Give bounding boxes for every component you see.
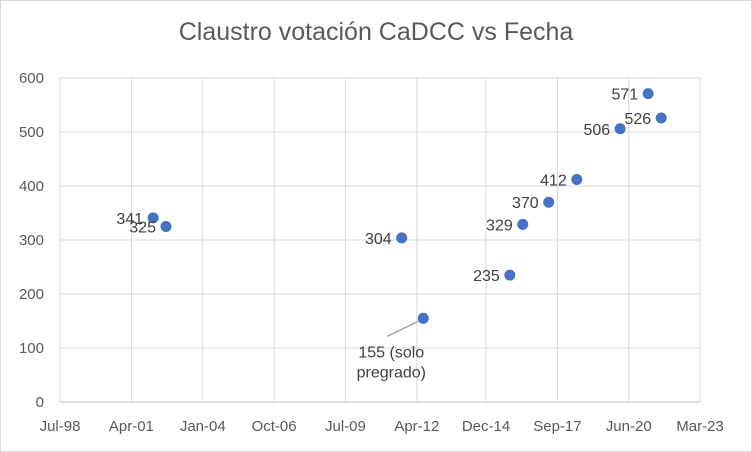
data-label: 526 (625, 111, 652, 128)
data-label-line: 155 (solo (358, 344, 424, 361)
x-tick-label: Jul-09 (325, 418, 366, 435)
y-tick-label: 500 (19, 124, 44, 141)
x-tick-label: Jun-20 (606, 418, 652, 435)
x-tick-label: Apr-01 (109, 418, 154, 435)
data-point[interactable] (614, 123, 626, 135)
data-label: 304 (365, 231, 392, 248)
y-tick-label: 0 (36, 394, 44, 411)
data-label: 325 (129, 220, 156, 237)
data-label: 235 (473, 268, 500, 285)
data-label: 341 (116, 211, 143, 228)
data-point[interactable] (571, 174, 583, 186)
data-label: 412 (540, 173, 567, 190)
data-label-line: pregrado) (357, 364, 426, 381)
data-point[interactable] (504, 269, 516, 281)
y-tick-label: 600 (19, 70, 44, 87)
x-tick-label: Dec-14 (462, 418, 510, 435)
data-point[interactable] (543, 196, 555, 208)
x-tick-label: Jul-98 (40, 418, 81, 435)
x-tick-label: Apr-12 (394, 418, 439, 435)
data-point[interactable] (396, 232, 408, 244)
data-label: 506 (583, 122, 610, 139)
x-tick-label: Oct-06 (252, 418, 297, 435)
data-point[interactable] (147, 212, 159, 224)
y-tick-label: 300 (19, 232, 44, 249)
data-label: 155 (solo pregrado) (357, 344, 426, 381)
y-tick-label: 400 (19, 178, 44, 195)
x-tick-label: Mar-23 (676, 418, 724, 435)
x-tick-label: Jan-04 (180, 418, 226, 435)
chart-title: Claustro votación CaDCC vs Fecha (178, 18, 574, 46)
y-tick-label: 200 (19, 286, 44, 303)
data-label: 370 (512, 195, 539, 212)
y-tick-label: 100 (19, 340, 44, 357)
label-leader-line (386, 320, 419, 337)
data-point[interactable] (417, 312, 429, 324)
data-point[interactable] (642, 88, 654, 100)
data-point[interactable] (655, 112, 667, 124)
data-point[interactable] (160, 221, 172, 232)
data-label: 329 (486, 217, 513, 234)
x-tick-label: Sep-17 (533, 418, 581, 435)
data-point[interactable] (517, 218, 529, 230)
data-label: 571 (611, 87, 638, 104)
